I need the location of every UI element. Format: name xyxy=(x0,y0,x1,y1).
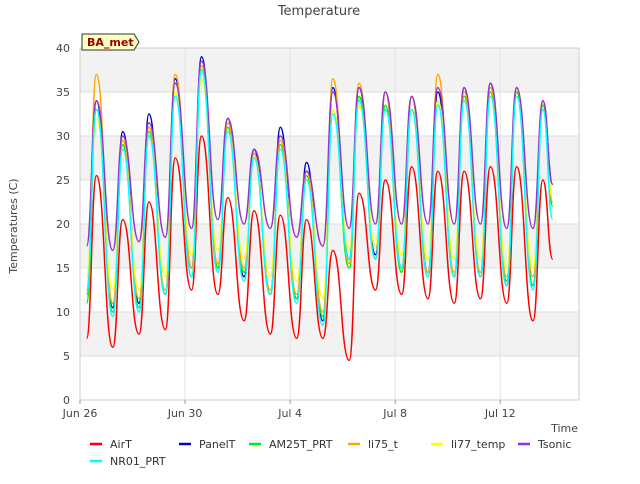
legend-label: AirT xyxy=(110,438,132,451)
y-axis-ticks: 0 5 10 15 20 25 30 35 40 xyxy=(56,42,70,407)
legend-item-li75-t: li75_t xyxy=(348,438,399,451)
x-tick-label: Jul 12 xyxy=(484,407,516,420)
legend-item-airt: AirT xyxy=(90,438,132,451)
legend: AirT PanelT AM25T_PRT li75_t li77_temp Tsonic… xyxy=(90,438,571,468)
legend-label: Tsonic xyxy=(537,438,571,451)
legend-item-tsonic: Tsonic xyxy=(518,438,571,451)
legend-label: li75_t xyxy=(368,438,399,451)
y-tick-label: 10 xyxy=(56,306,70,319)
legend-item-nr01-prt: NR01_PRT xyxy=(90,455,166,468)
series-line-nr01-prt xyxy=(85,69,554,326)
legend-label: li77_temp xyxy=(451,438,505,451)
y-tick-label: 25 xyxy=(56,174,70,187)
y-axis-label: Temperatures (C) xyxy=(7,178,20,274)
station-badge-label: BA_met xyxy=(87,36,134,49)
x-tick-label: Jul 4 xyxy=(277,407,302,420)
chart-title: Temperature xyxy=(277,4,360,19)
plot-background xyxy=(80,48,579,400)
legend-label: NR01_PRT xyxy=(110,455,166,468)
series-line-li77-temp xyxy=(85,78,554,300)
plot-band xyxy=(80,312,579,356)
legend-item-panelt: PanelT xyxy=(179,438,236,451)
legend-label: PanelT xyxy=(199,438,236,451)
series-line-airt xyxy=(85,135,554,362)
plot-band xyxy=(80,356,579,400)
y-tick-label: 0 xyxy=(63,394,70,407)
plot-border xyxy=(79,47,580,401)
y-tick-label: 5 xyxy=(63,350,70,363)
y-tick-label: 40 xyxy=(56,42,70,55)
plot-band xyxy=(80,48,579,92)
x-tick-label: Jun 30 xyxy=(167,407,203,420)
station-badge: BA_met xyxy=(81,33,140,51)
x-tick-label: Jun 26 xyxy=(62,407,98,420)
y-tick-label: 30 xyxy=(56,130,70,143)
x-tick-label: Jul 8 xyxy=(382,407,407,420)
legend-item-li77-temp: li77_temp xyxy=(431,438,505,451)
legend-label: AM25T_PRT xyxy=(269,438,333,451)
series-line-tsonic xyxy=(85,60,554,252)
x-axis-label: Time xyxy=(550,422,578,435)
y-tick-label: 20 xyxy=(56,218,70,231)
x-axis-ticks: Jun 26 Jun 30 Jul 4 Jul 8 Jul 12 xyxy=(62,400,516,420)
series-lines xyxy=(85,56,554,362)
y-tick-label: 35 xyxy=(56,86,70,99)
legend-item-am25t-prt: AM25T_PRT xyxy=(249,438,333,451)
y-tick-label: 15 xyxy=(56,262,70,275)
